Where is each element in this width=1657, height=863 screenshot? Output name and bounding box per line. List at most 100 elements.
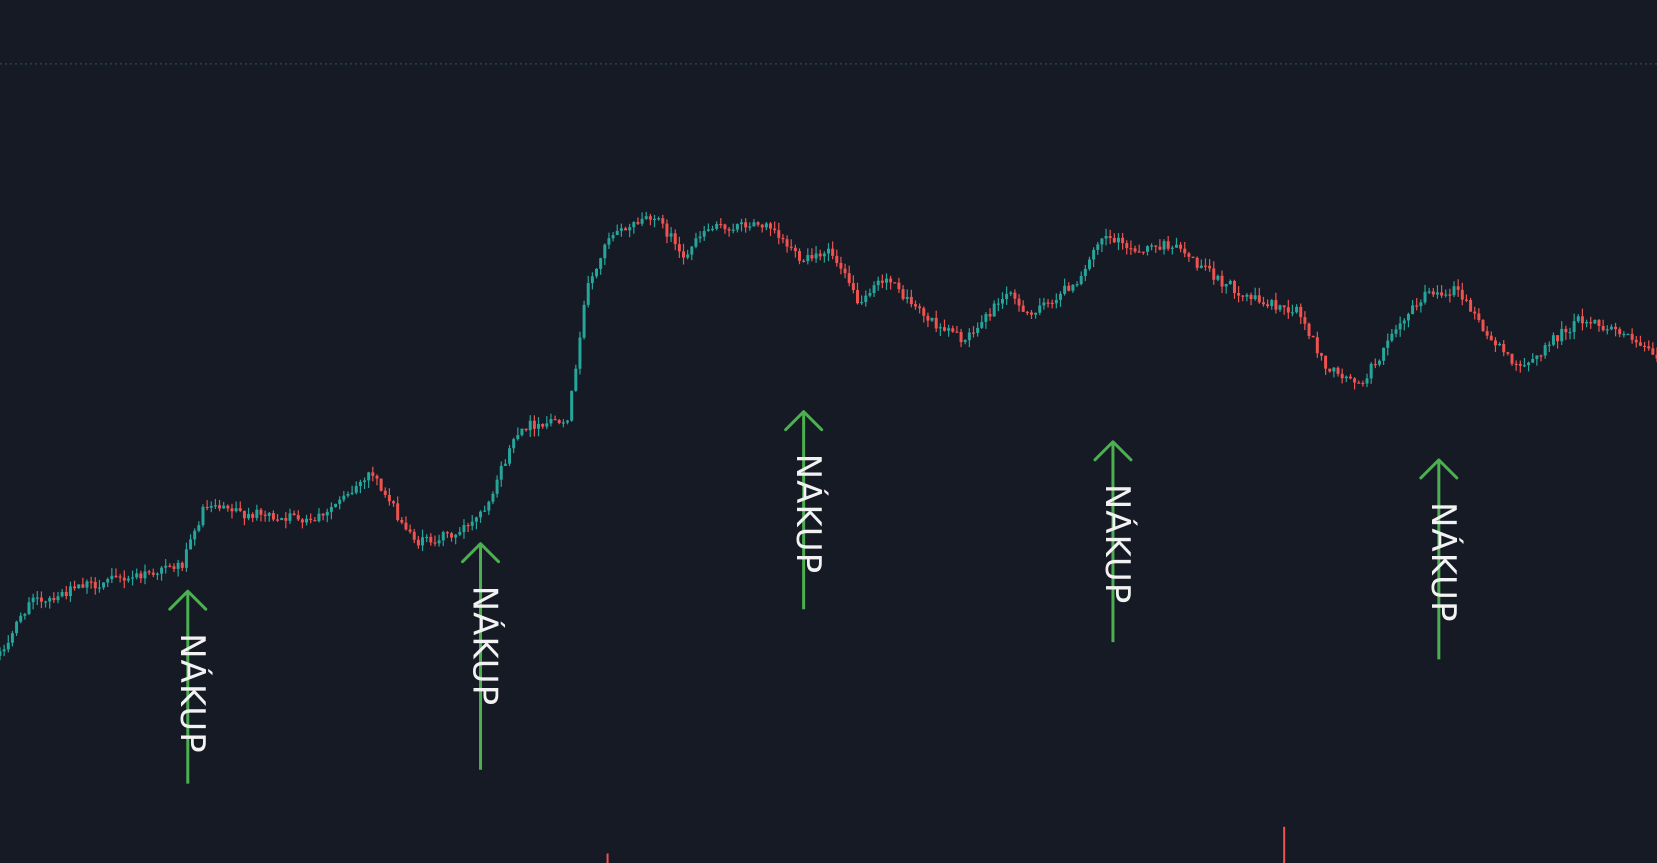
candle-body bbox=[433, 542, 437, 544]
candle-body bbox=[1145, 246, 1149, 252]
candle-body bbox=[942, 327, 946, 331]
candle-body bbox=[213, 505, 217, 507]
candle-body bbox=[1286, 307, 1290, 313]
candle-body bbox=[1597, 319, 1601, 327]
candle-body bbox=[205, 506, 209, 509]
candle-body bbox=[661, 218, 665, 224]
candle-body bbox=[839, 262, 843, 269]
candle-body bbox=[31, 597, 35, 603]
candle-body bbox=[636, 222, 640, 224]
candle-body bbox=[73, 586, 77, 589]
candle-body bbox=[1021, 305, 1025, 312]
candle-body bbox=[189, 539, 193, 550]
candle-body bbox=[909, 296, 913, 305]
candle-body bbox=[532, 420, 536, 429]
candle-body bbox=[292, 513, 296, 516]
candle-body bbox=[267, 513, 271, 516]
candle-body bbox=[1067, 285, 1071, 291]
candle-body bbox=[1382, 347, 1386, 361]
candle-body bbox=[1054, 299, 1058, 304]
candle-body bbox=[1203, 265, 1207, 267]
candle-body bbox=[557, 420, 561, 423]
candle-body bbox=[1601, 326, 1605, 331]
candle-body bbox=[466, 525, 470, 527]
candle-body bbox=[682, 251, 686, 258]
candle-body bbox=[1063, 285, 1067, 294]
candle-body bbox=[172, 566, 176, 569]
candle-body bbox=[164, 565, 168, 568]
candle-body bbox=[1568, 332, 1572, 334]
buy-label: NÁKUP bbox=[788, 454, 829, 574]
candle-body bbox=[44, 601, 48, 603]
candle-body bbox=[193, 530, 197, 540]
candle-body bbox=[479, 511, 483, 518]
candle-body bbox=[491, 493, 495, 502]
candle-body bbox=[955, 331, 959, 333]
candle-body bbox=[334, 503, 338, 507]
candle-body bbox=[1506, 352, 1510, 354]
candle-body bbox=[300, 519, 304, 523]
candle-body bbox=[1423, 291, 1427, 303]
candle-body bbox=[947, 328, 951, 331]
candle-body bbox=[313, 520, 317, 522]
candle-body bbox=[441, 532, 445, 541]
candle-body bbox=[110, 575, 114, 580]
candle-body bbox=[408, 529, 412, 532]
candle-body bbox=[1373, 363, 1377, 366]
candle-body bbox=[835, 255, 839, 263]
candle-body bbox=[367, 472, 371, 481]
candle-body bbox=[1299, 306, 1303, 318]
candle-body bbox=[201, 506, 205, 526]
candle-body bbox=[971, 332, 975, 334]
candle-body bbox=[1543, 345, 1547, 356]
candle-body bbox=[1170, 247, 1174, 249]
candle-body bbox=[1369, 363, 1373, 379]
candle-body bbox=[1166, 241, 1170, 249]
candle-body bbox=[1531, 358, 1535, 363]
candle-body bbox=[122, 577, 126, 581]
candle-body bbox=[1278, 305, 1282, 310]
candle-body bbox=[711, 228, 715, 231]
candle-body bbox=[508, 448, 512, 464]
candle-body bbox=[669, 233, 673, 237]
buy-annotation: NÁKUP bbox=[1093, 440, 1138, 643]
candle-body bbox=[2, 649, 6, 652]
candle-body bbox=[263, 514, 267, 516]
candle-body bbox=[748, 226, 752, 228]
candle-body bbox=[1431, 291, 1435, 295]
candle-body bbox=[445, 532, 449, 534]
candle-body bbox=[1473, 311, 1477, 314]
buy-annotation: NÁKUP bbox=[1419, 458, 1464, 660]
candle-body bbox=[1100, 238, 1104, 245]
candle-body bbox=[980, 321, 984, 328]
candle-body bbox=[375, 475, 379, 479]
candle-body bbox=[1477, 313, 1481, 321]
candle-body bbox=[56, 596, 60, 601]
candle-body bbox=[321, 513, 325, 516]
candle-body bbox=[143, 571, 147, 579]
candle-body bbox=[1079, 276, 1083, 285]
candle-body bbox=[363, 480, 367, 482]
buy-annotation: NÁKUP bbox=[784, 410, 829, 610]
candle-body bbox=[271, 513, 275, 520]
candle-body bbox=[1141, 251, 1145, 253]
candle-body bbox=[615, 230, 619, 236]
candle-body bbox=[574, 368, 578, 391]
candle-body bbox=[1427, 291, 1431, 293]
candle-body bbox=[23, 613, 27, 616]
candle-body bbox=[68, 586, 72, 597]
candle-body bbox=[582, 304, 586, 338]
candle-body bbox=[1087, 259, 1091, 269]
candle-body bbox=[648, 216, 652, 220]
candle-body bbox=[553, 419, 557, 421]
candle-body bbox=[487, 501, 491, 511]
candle-body bbox=[1096, 244, 1100, 250]
candle-body bbox=[541, 423, 545, 427]
candle-body bbox=[897, 282, 901, 290]
candle-body bbox=[934, 317, 938, 329]
candle-body bbox=[255, 509, 259, 518]
candle-body bbox=[1440, 292, 1444, 296]
candle-body bbox=[222, 505, 226, 509]
candle-body bbox=[1419, 302, 1423, 307]
candle-body bbox=[1237, 293, 1241, 296]
